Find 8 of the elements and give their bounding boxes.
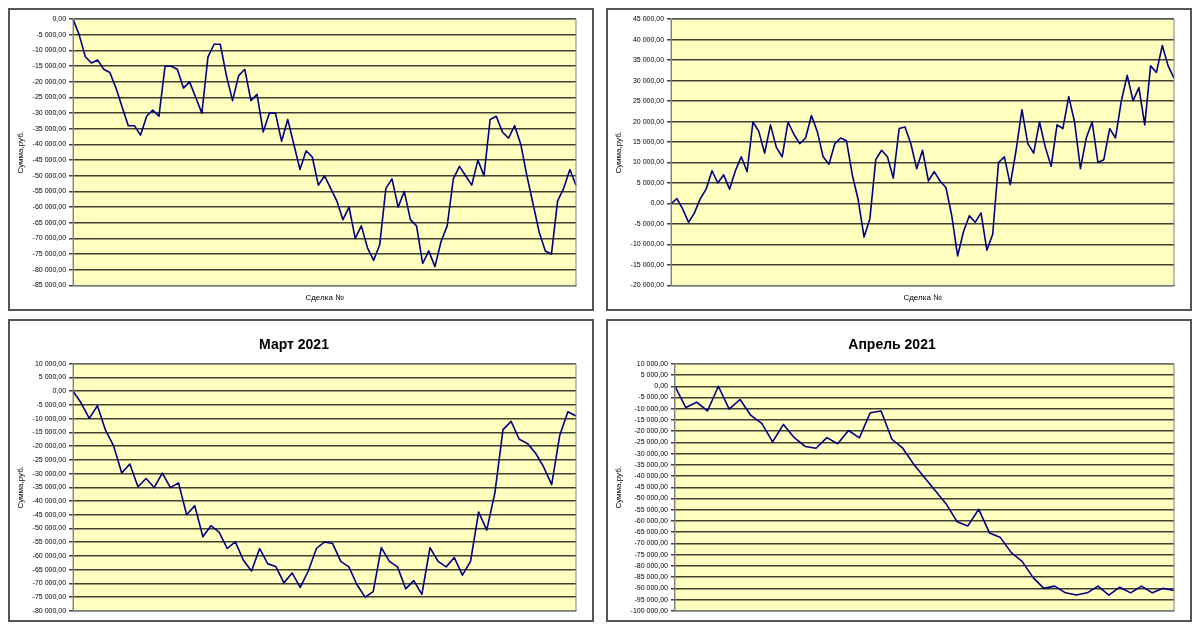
x-axis-title: Сделка № xyxy=(305,293,345,303)
y-axis-title: Сумма,руб. xyxy=(614,465,623,509)
y-axis-title: Сумма,руб. xyxy=(16,465,25,509)
chart-title: Апрель 2021 xyxy=(848,336,936,353)
y-axis-title: Сумма,руб. xyxy=(16,130,25,174)
y-axis-title: Сумма,руб. xyxy=(614,130,623,174)
chart-title: Март 2021 xyxy=(259,336,330,353)
x-axis-title: Сделка № xyxy=(903,293,943,303)
